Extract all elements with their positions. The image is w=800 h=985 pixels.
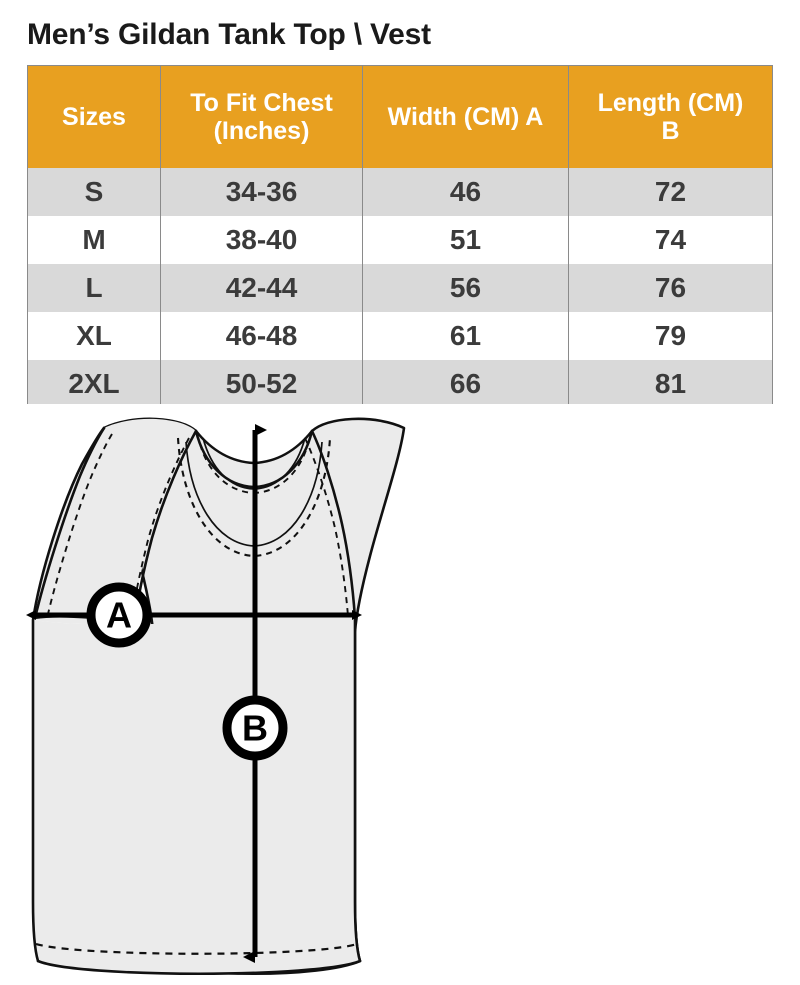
cell-size: XL [27,312,161,360]
column-header-width-line1: Width (CM) A [387,103,544,131]
cell-chest: 42-44 [160,264,363,312]
cell-size: S [27,168,161,216]
column-header-chest: To Fit Chest (Inches) [160,65,363,168]
marker-badge-b: B [222,695,288,761]
size-chart-table-container: Sizes To Fit Chest (Inches) Width (CM) A… [27,65,773,409]
column-header-length: Length (CM) B [568,65,773,168]
cell-size: M [27,216,161,264]
cell-chest: 50-52 [160,360,363,409]
cell-length: 76 [568,264,773,312]
cell-width: 46 [362,168,569,216]
column-header-chest-line1: To Fit Chest [190,89,333,117]
cell-length: 79 [568,312,773,360]
cell-size: L [27,264,161,312]
page-title: Men’s Gildan Tank Top \ Vest [27,18,431,51]
cell-width: 61 [362,312,569,360]
cell-chest: 46-48 [160,312,363,360]
table-header-row: Sizes To Fit Chest (Inches) Width (CM) A… [27,65,773,168]
table-row: 2XL 50-52 66 81 [27,360,773,409]
cell-size: 2XL [27,360,161,409]
column-header-length-line1: Length (CM) [597,89,744,117]
table-row: S 34-36 46 72 [27,168,773,216]
column-header-width: Width (CM) A [362,65,569,168]
back-neckline-stitch [176,437,332,558]
column-header-sizes-line1: Sizes [62,103,126,131]
cell-chest: 38-40 [160,216,363,264]
marker-label-a: A [106,595,132,636]
right-strap-inner-stitch [304,437,349,617]
table-row: XL 46-48 61 79 [27,312,773,360]
garment-diagram: A B [0,404,800,985]
table-row: L 42-44 56 76 [27,264,773,312]
cell-width: 66 [362,360,569,409]
marker-label-b: B [242,708,268,749]
marker-badge-a: A [86,582,152,648]
cell-length: 74 [568,216,773,264]
tank-top-render [0,404,800,985]
cell-width: 56 [362,264,569,312]
cell-length: 72 [568,168,773,216]
column-header-sizes: Sizes [27,65,161,168]
left-strap-outer-stitch [47,433,113,615]
table-row: M 38-40 51 74 [27,216,773,264]
cell-length: 81 [568,360,773,409]
cell-width: 51 [362,216,569,264]
column-header-length-line2: B [661,117,680,145]
cell-chest: 34-36 [160,168,363,216]
size-chart-table: Sizes To Fit Chest (Inches) Width (CM) A… [27,65,773,409]
column-header-chest-line2: (Inches) [213,117,310,145]
hem-stitch-line [35,942,358,955]
